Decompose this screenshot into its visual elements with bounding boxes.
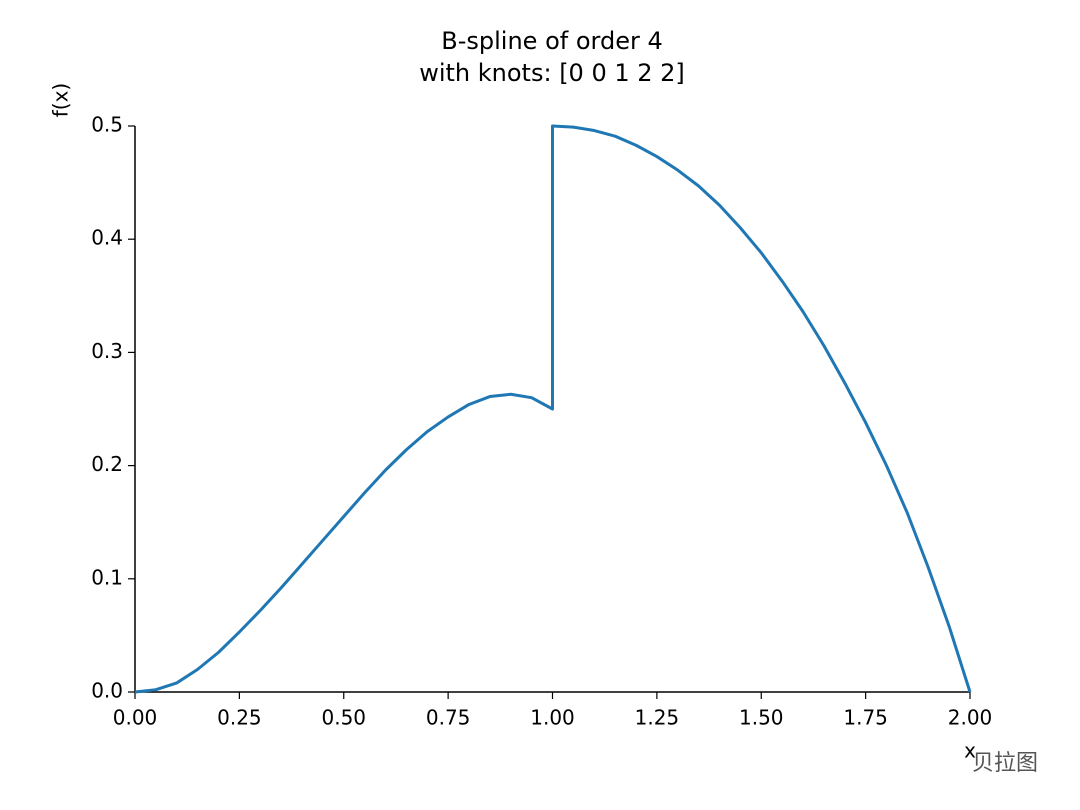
x-tick-label: 1.00 — [530, 706, 575, 730]
x-tick-label: 1.50 — [739, 706, 784, 730]
x-axis-label: x — [964, 739, 976, 763]
x-tick-label: 0.25 — [217, 706, 262, 730]
y-tick-label: 0.2 — [91, 452, 123, 476]
y-axis-label: f(x) — [49, 83, 73, 117]
x-tick-label: 1.25 — [635, 706, 680, 730]
x-tick-label: 2.00 — [948, 706, 993, 730]
y-tick-label: 0.3 — [91, 339, 123, 363]
x-tick-label: 0.75 — [426, 706, 471, 730]
x-tick-label: 0.50 — [321, 706, 366, 730]
y-tick-label: 0.4 — [91, 226, 123, 250]
y-tick-label: 0.0 — [91, 679, 123, 703]
x-tick-label: 1.75 — [843, 706, 888, 730]
x-tick-label: 0.00 — [113, 706, 158, 730]
line — [134, 124, 972, 694]
watermark: 贝拉图 — [972, 751, 1038, 776]
y-tick-label: 0.1 — [91, 565, 123, 589]
chart-subtitle: with knots: [0 0 1 2 2] — [419, 59, 685, 87]
y-tick-label: 0.5 — [91, 113, 123, 137]
chart-title: B-spline of order 4 — [441, 27, 662, 55]
